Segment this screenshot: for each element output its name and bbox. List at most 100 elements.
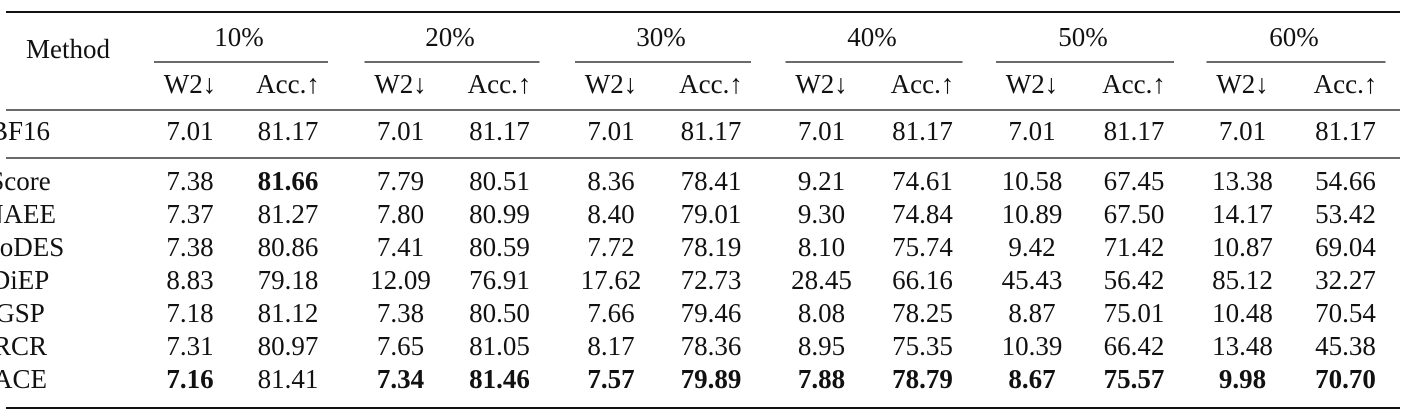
cell-value: 67.50	[1104, 199, 1165, 229]
cell-value: 79.18	[258, 265, 319, 295]
cell-value: 8.67	[1008, 364, 1055, 394]
cell-value: 9.42	[1008, 232, 1055, 262]
cell-value: 78.36	[681, 331, 742, 361]
cell-value: 14.17	[1212, 199, 1273, 229]
cell-value: 75.35	[892, 331, 953, 361]
cell-value: 81.46	[469, 364, 530, 394]
cell-value: 8.08	[798, 298, 845, 328]
cell-value: 7.01	[1219, 116, 1266, 146]
cell-value: 81.05	[469, 331, 530, 361]
cell-value: 80.59	[469, 232, 530, 262]
cell-value: 7.66	[587, 298, 634, 328]
sub-header: W2↓	[164, 69, 216, 99]
cell-value: 7.65	[377, 331, 424, 361]
cell-value: 75.01	[1104, 298, 1165, 328]
cell-value: 10.48	[1212, 298, 1273, 328]
cell-value: 54.66	[1315, 166, 1376, 196]
cell-value: 7.38	[166, 166, 213, 196]
cell-value: 7.01	[798, 116, 845, 146]
cell-value: 7.01	[166, 116, 213, 146]
cell-value: 10.89	[1002, 199, 1063, 229]
cell-value: 67.45	[1104, 166, 1165, 196]
group-header: 10%	[214, 22, 264, 52]
cell-value: 7.16	[166, 364, 213, 394]
sub-header: Acc.↑	[1102, 69, 1166, 99]
method-name: GSP	[0, 298, 45, 328]
cell-value: 81.41	[258, 364, 319, 394]
cell-value: 8.36	[587, 166, 634, 196]
cell-value: 72.73	[681, 265, 742, 295]
method-name: NAEE	[0, 199, 56, 229]
sub-header: W2↓	[795, 69, 847, 99]
sub-header: Acc.↑	[468, 69, 532, 99]
method-name: DiEP	[0, 265, 49, 295]
group-header: 30%	[636, 22, 686, 52]
cell-value: 7.38	[377, 298, 424, 328]
cell-value: 7.01	[377, 116, 424, 146]
cell-value: 81.66	[258, 166, 319, 196]
cell-value: 7.18	[166, 298, 213, 328]
method-name: Score	[0, 166, 51, 196]
cell-value: 9.98	[1219, 364, 1266, 394]
cell-value: 80.50	[469, 298, 530, 328]
cell-value: 8.87	[1008, 298, 1055, 328]
method-header: Method	[26, 34, 110, 64]
sub-header: W2↓	[1216, 69, 1268, 99]
cell-value: 85.12	[1212, 265, 1273, 295]
cell-value: 81.12	[258, 298, 319, 328]
group-header: 40%	[847, 22, 897, 52]
cell-value: 45.43	[1002, 265, 1063, 295]
cell-value: 76.91	[469, 265, 530, 295]
cell-value: 8.17	[587, 331, 634, 361]
sub-header: W2↓	[585, 69, 637, 99]
cell-value: 7.01	[1008, 116, 1055, 146]
cell-value: 7.38	[166, 232, 213, 262]
cell-value: 9.21	[798, 166, 845, 196]
sub-header: Acc.↑	[1314, 69, 1378, 99]
cell-value: 7.41	[377, 232, 424, 262]
cell-value: 7.72	[587, 232, 634, 262]
cell-value: 7.88	[798, 364, 845, 394]
cell-value: 8.40	[587, 199, 634, 229]
cell-value: 8.10	[798, 232, 845, 262]
cell-value: 78.79	[892, 364, 953, 394]
cell-value: 69.04	[1315, 232, 1376, 262]
cell-value: 80.97	[258, 331, 319, 361]
sub-header: W2↓	[1006, 69, 1058, 99]
cell-value: 80.99	[469, 199, 530, 229]
cell-value: 80.86	[258, 232, 319, 262]
cell-value: 75.57	[1104, 364, 1165, 394]
cell-value: 81.17	[681, 116, 742, 146]
sub-header: Acc.↑	[256, 69, 320, 99]
cell-value: 71.42	[1104, 232, 1165, 262]
cell-value: 7.34	[377, 364, 424, 394]
cell-value: 9.30	[798, 199, 845, 229]
cell-value: 7.57	[587, 364, 634, 394]
cell-value: 78.25	[892, 298, 953, 328]
cell-value: 7.80	[377, 199, 424, 229]
cell-value: 74.61	[892, 166, 953, 196]
cell-value: 66.42	[1104, 331, 1165, 361]
cell-value: 81.17	[892, 116, 953, 146]
group-header: 60%	[1269, 22, 1319, 52]
cell-value: 8.95	[798, 331, 845, 361]
cell-value: 45.38	[1315, 331, 1376, 361]
method-name: MoDES	[0, 232, 64, 262]
cell-value: 13.48	[1212, 331, 1273, 361]
cell-value: 79.46	[681, 298, 742, 328]
cell-value: 75.74	[892, 232, 953, 262]
cell-value: 7.01	[587, 116, 634, 146]
cell-value: 53.42	[1315, 199, 1376, 229]
cell-value: 81.17	[1104, 116, 1165, 146]
cell-value: 12.09	[370, 265, 431, 295]
cell-value: 81.17	[258, 116, 319, 146]
cell-value: 74.84	[892, 199, 953, 229]
cell-value: 8.83	[166, 265, 213, 295]
sub-header: Acc.↑	[679, 69, 743, 99]
cell-value: 10.58	[1002, 166, 1063, 196]
cell-value: 7.37	[166, 199, 213, 229]
cell-value: 78.19	[681, 232, 742, 262]
cell-value: 81.17	[469, 116, 530, 146]
method-name: ACE	[0, 364, 47, 394]
